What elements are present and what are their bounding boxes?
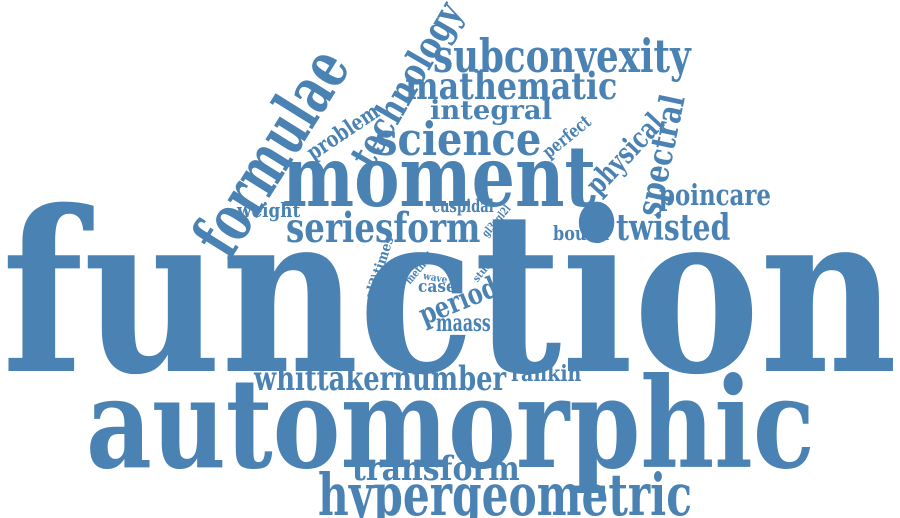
word-hypergeometric: hypergeometric	[318, 461, 692, 518]
word-weight: weight	[237, 198, 301, 222]
word-maass: maass	[436, 308, 491, 337]
word-mathematic: mathematic	[405, 64, 618, 108]
word-cuspidal: cuspidal	[432, 196, 494, 217]
word-subconvexity: subconvexity	[433, 29, 691, 83]
word-poincare: poincare	[659, 178, 771, 212]
word-seriesform: seriesform	[286, 204, 481, 252]
word-whittakernumber: whittakernumber	[254, 359, 507, 399]
word-bound: bound	[553, 221, 610, 245]
word-science: science	[375, 112, 542, 166]
word-case: case	[418, 277, 456, 297]
word-twisted: twisted	[616, 207, 731, 249]
word-integral: integral	[430, 96, 552, 126]
word-transform: transform	[352, 449, 520, 489]
word-rankin: rankin	[511, 361, 582, 387]
word-function: function	[2, 162, 898, 424]
word-automorphic: automorphic	[86, 351, 815, 497]
word-moment: moment	[282, 127, 596, 226]
